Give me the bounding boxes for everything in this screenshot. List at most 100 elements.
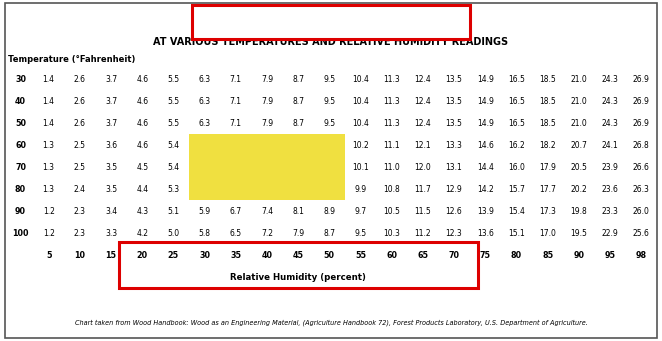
Text: 4.4: 4.4 [136,185,148,194]
Text: 9.5: 9.5 [323,119,336,128]
Text: 2.6: 2.6 [74,97,86,106]
Text: 26.9: 26.9 [633,97,649,106]
Text: 2.3: 2.3 [74,229,86,238]
Text: 8.6: 8.6 [291,141,305,150]
Text: 22.9: 22.9 [602,229,618,238]
Text: 24.3: 24.3 [602,97,618,106]
Text: 70: 70 [449,251,459,260]
Text: 4.6: 4.6 [136,97,148,106]
Text: 19.5: 19.5 [571,229,587,238]
Text: 13.1: 13.1 [446,163,463,172]
Text: 12.3: 12.3 [446,229,463,238]
Text: 13.3: 13.3 [446,141,463,150]
Text: 13.6: 13.6 [477,229,494,238]
Text: 85: 85 [542,251,553,260]
Text: 60: 60 [15,141,26,150]
Text: 7.2: 7.2 [261,229,273,238]
Text: 15.7: 15.7 [508,185,525,194]
Text: 1.3: 1.3 [42,185,55,194]
Text: 7.9: 7.9 [261,75,273,84]
Text: 11.2: 11.2 [414,229,431,238]
Text: 14.9: 14.9 [477,75,494,84]
Text: 2.5: 2.5 [74,163,86,172]
Text: 20: 20 [136,251,148,260]
Text: 20.7: 20.7 [571,141,587,150]
Text: 21.0: 21.0 [571,75,587,84]
Text: 18.2: 18.2 [540,141,556,150]
Text: 13.9: 13.9 [477,207,494,216]
Text: 90: 90 [15,207,26,216]
Text: 1.4: 1.4 [42,119,55,128]
Text: 70: 70 [15,163,26,172]
Text: 6.3: 6.3 [199,75,211,84]
Text: 100: 100 [13,229,28,238]
Text: 4.2: 4.2 [136,229,148,238]
Text: 18.5: 18.5 [539,119,556,128]
Text: 7.6: 7.6 [260,185,273,194]
Text: 50: 50 [324,251,335,260]
Text: 9.7: 9.7 [354,207,367,216]
Text: 6.3: 6.3 [199,97,211,106]
Text: 7.1: 7.1 [230,119,242,128]
Text: 9.1: 9.1 [322,185,336,194]
Text: 24.3: 24.3 [602,75,618,84]
Text: 10.3: 10.3 [383,229,400,238]
Text: 20.2: 20.2 [571,185,587,194]
Text: 10: 10 [74,251,85,260]
Text: Relative Humidity (percent): Relative Humidity (percent) [230,273,366,282]
Text: 5.1: 5.1 [167,207,179,216]
Text: 8.7: 8.7 [292,97,304,106]
Text: 2.4: 2.4 [74,185,86,194]
Text: 1.3: 1.3 [42,141,55,150]
Text: 12.4: 12.4 [414,75,431,84]
Text: 12.0: 12.0 [414,163,431,172]
Text: 12.1: 12.1 [414,141,431,150]
Text: 8.5: 8.5 [291,163,305,172]
Text: 12.4: 12.4 [414,119,431,128]
Text: 1.3: 1.3 [42,163,55,172]
Text: 13.5: 13.5 [446,75,463,84]
Text: 23.6: 23.6 [602,185,618,194]
Text: 9.5: 9.5 [323,97,336,106]
Text: 11.0: 11.0 [383,163,400,172]
Text: 21.0: 21.0 [571,119,587,128]
Text: 26.3: 26.3 [633,185,649,194]
Text: 15.1: 15.1 [508,229,525,238]
Text: 6.8: 6.8 [229,185,242,194]
Text: 5.4: 5.4 [167,141,179,150]
Text: 6.3: 6.3 [199,119,211,128]
Text: 15.4: 15.4 [508,207,525,216]
Text: 9.2: 9.2 [322,163,336,172]
Text: 30: 30 [15,75,26,84]
Text: 24.3: 24.3 [602,119,618,128]
Text: 9.5: 9.5 [354,229,367,238]
Text: 16.5: 16.5 [508,97,525,106]
Text: 95: 95 [604,251,616,260]
Text: Temperature (°Fahrenheit): Temperature (°Fahrenheit) [8,55,135,64]
Text: 75: 75 [480,251,491,260]
Text: 11.3: 11.3 [383,75,400,84]
Text: 5.8: 5.8 [199,229,211,238]
Text: 26.9: 26.9 [633,119,649,128]
Text: 1.2: 1.2 [43,229,55,238]
Text: 14.4: 14.4 [477,163,494,172]
Text: 14.2: 14.2 [477,185,494,194]
Text: 16.5: 16.5 [508,119,525,128]
Text: 17.0: 17.0 [539,229,556,238]
Text: 2.6: 2.6 [74,75,86,84]
Text: 4.6: 4.6 [136,75,148,84]
Text: 11.3: 11.3 [383,97,400,106]
Text: 7.1: 7.1 [230,97,242,106]
Text: 10.1: 10.1 [352,163,369,172]
Text: 3.4: 3.4 [105,207,117,216]
Text: 24.1: 24.1 [602,141,618,150]
Text: 5.9: 5.9 [199,207,211,216]
Text: 7.1: 7.1 [230,75,242,84]
Text: 80: 80 [15,185,26,194]
Text: 40: 40 [261,251,273,260]
Text: 3.5: 3.5 [105,185,117,194]
Text: 21.0: 21.0 [571,97,587,106]
Text: 3.3: 3.3 [105,229,117,238]
Text: 10.4: 10.4 [352,97,369,106]
Text: 4.6: 4.6 [136,141,148,150]
